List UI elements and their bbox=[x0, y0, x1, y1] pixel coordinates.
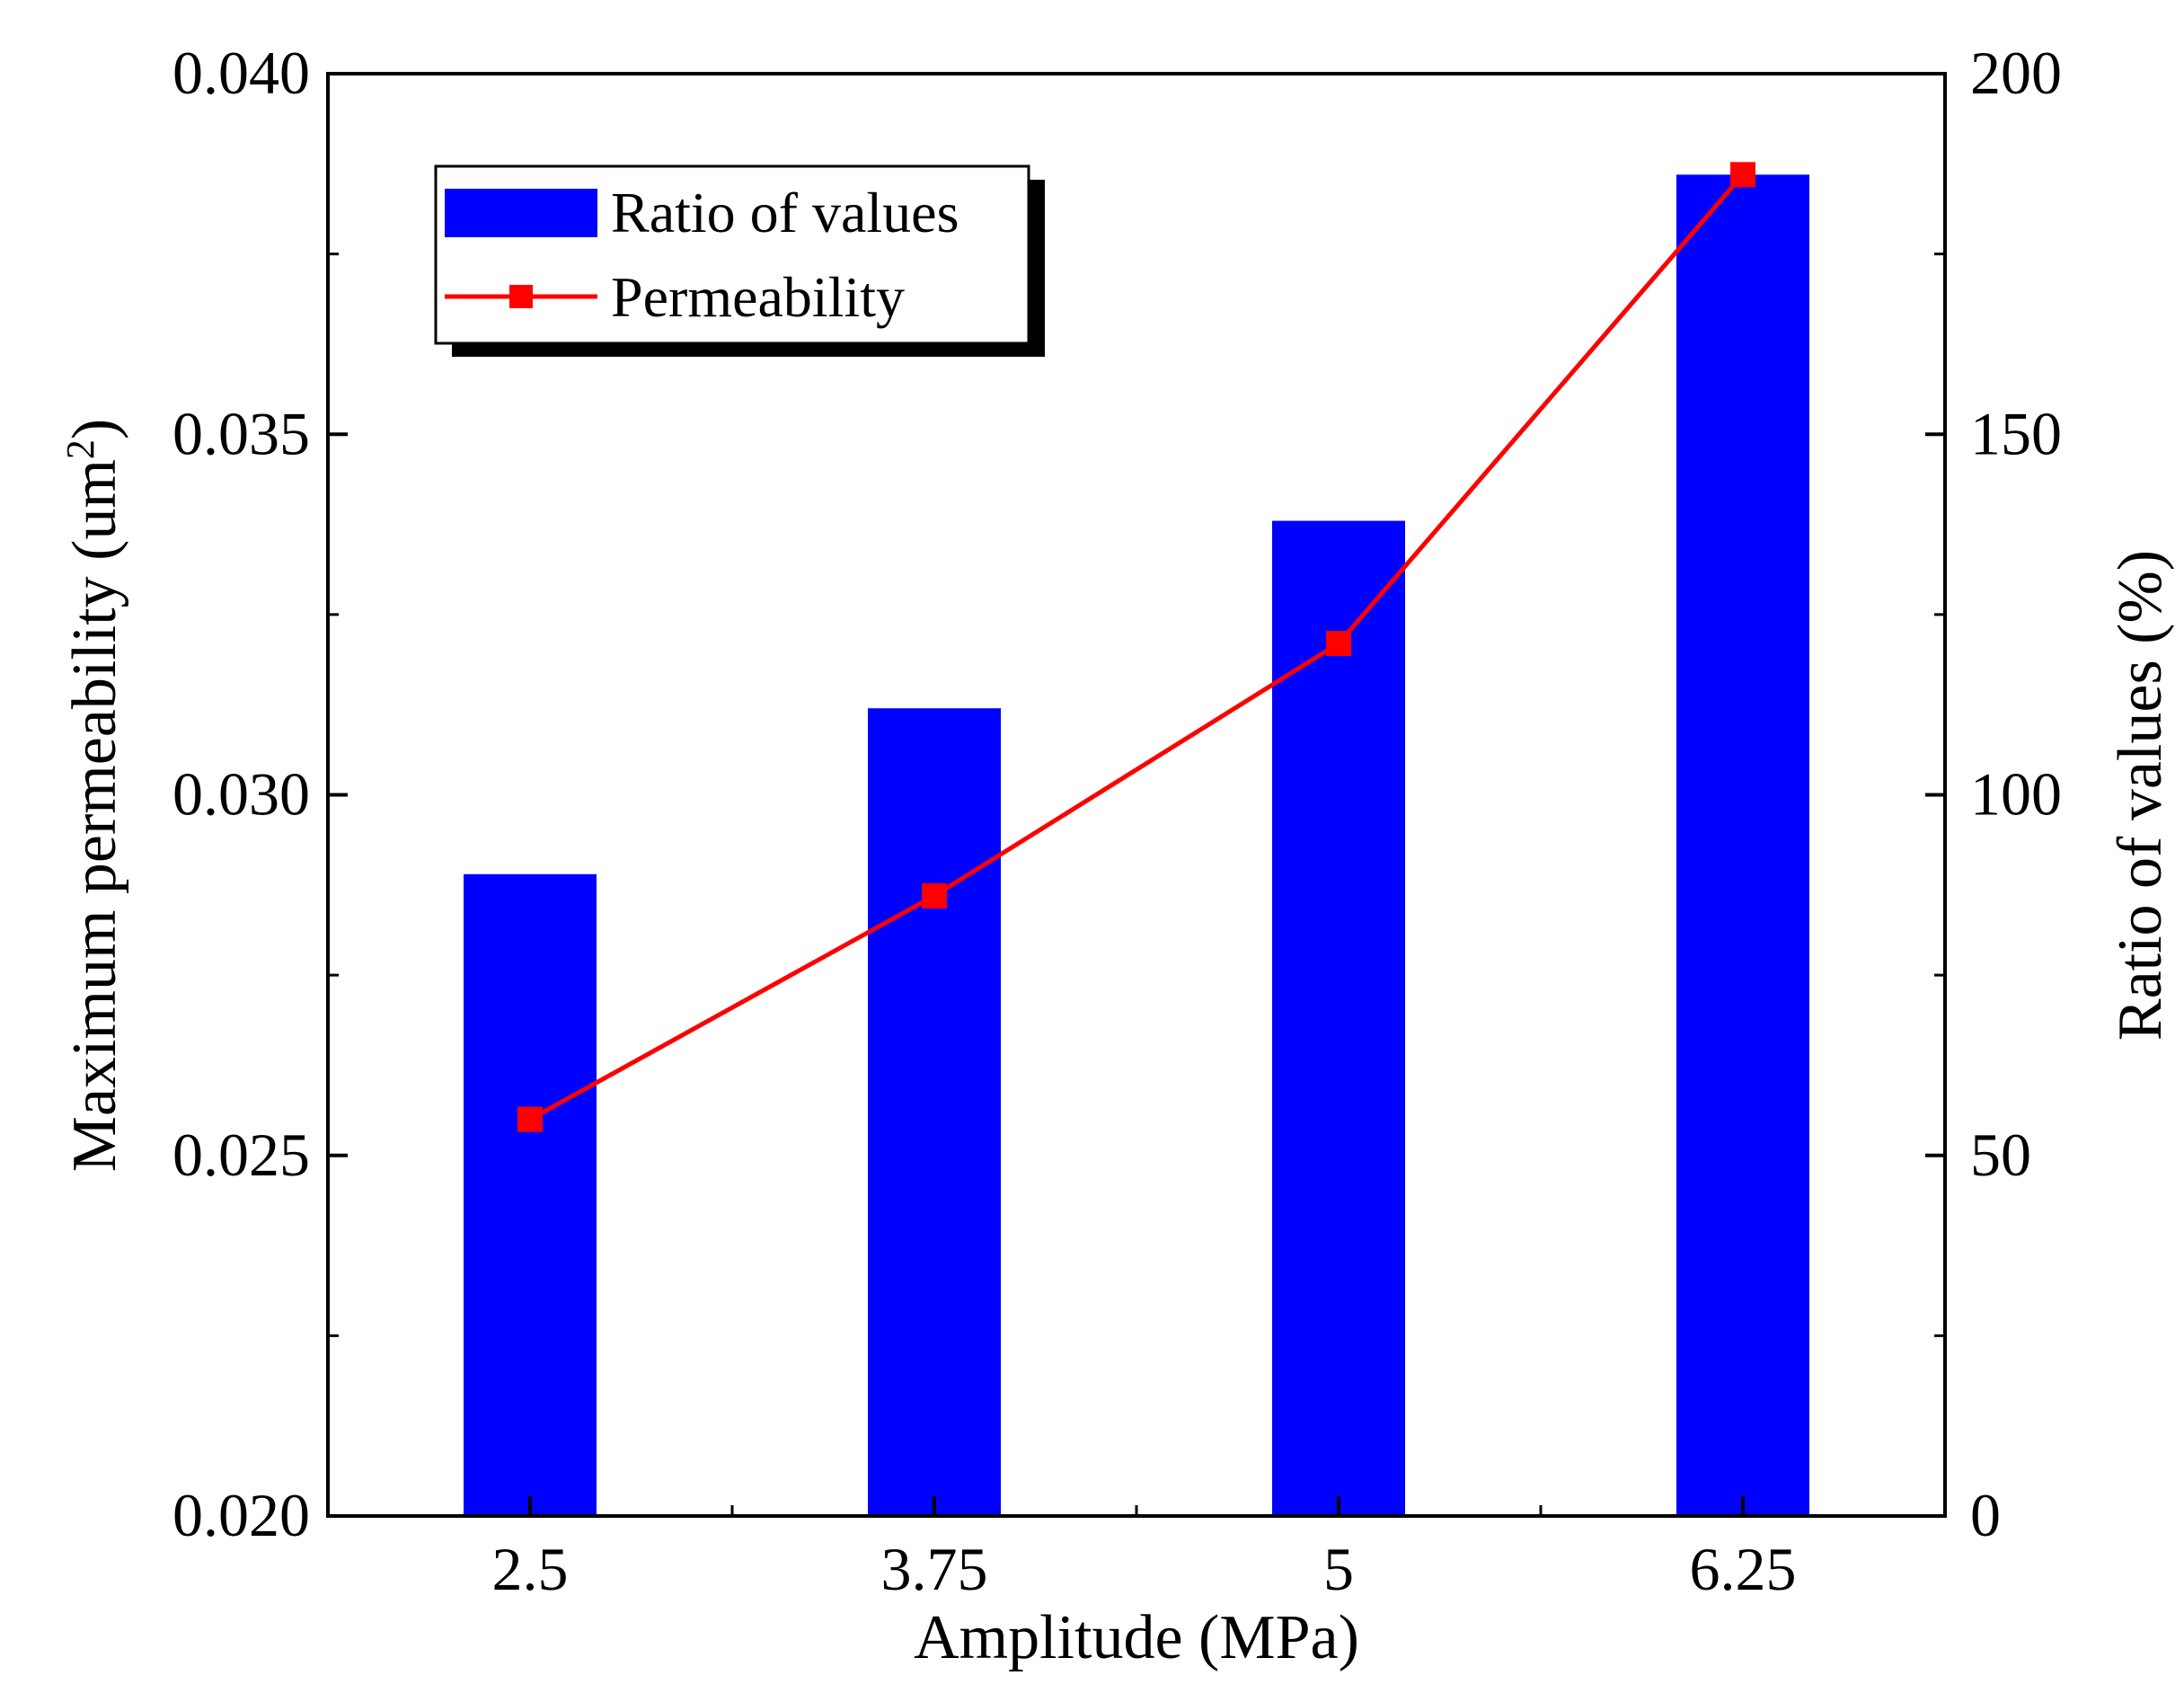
y-left-tick-label: 0.025 bbox=[172, 1121, 310, 1189]
x-tick-label: 5 bbox=[1323, 1535, 1354, 1603]
y-right-tick-label: 150 bbox=[1970, 399, 2062, 467]
y-axis-left-title-end: ) bbox=[60, 419, 129, 439]
y-axis-left-title-sup: 2 bbox=[58, 439, 102, 459]
x-tick-label: 6.25 bbox=[1690, 1535, 1797, 1603]
y-left-tick-label: 0.020 bbox=[172, 1481, 310, 1549]
x-tick-label: 2.5 bbox=[492, 1535, 569, 1603]
permeability-point-3-75 bbox=[922, 882, 947, 909]
bar-2-5 bbox=[464, 873, 597, 1516]
y-right-tick-label: 200 bbox=[1970, 39, 2062, 107]
line-series-permeability bbox=[517, 162, 1755, 1132]
y-axis-left-title: Maximum permeability (um2) bbox=[58, 419, 130, 1173]
legend: Ratio of values Permeability bbox=[434, 164, 1045, 357]
y-right-tick-label: 0 bbox=[1970, 1481, 2001, 1549]
permeability-point-5 bbox=[1326, 630, 1351, 656]
y-left-tick-label: 0.030 bbox=[172, 760, 310, 829]
y-left-tick-label: 0.040 bbox=[172, 39, 310, 107]
y-axis-right-title: Ratio of values (%) bbox=[2106, 550, 2175, 1041]
x-axis-title: Amplitude (MPa) bbox=[914, 1603, 1359, 1672]
y-right-tick-label: 50 bbox=[1970, 1121, 2031, 1189]
bar-3-75 bbox=[868, 708, 1001, 1516]
bar-6-25 bbox=[1676, 174, 1809, 1517]
permeability-line bbox=[528, 173, 1745, 1121]
permeability-point-2-5 bbox=[517, 1106, 543, 1132]
legend-swatch-marker bbox=[509, 285, 533, 308]
x-tick-label: 3.75 bbox=[881, 1535, 988, 1603]
y-right-tick-label: 100 bbox=[1970, 760, 2062, 829]
y-axis-left-title-main: Maximum permeability (um bbox=[60, 459, 129, 1172]
axis-ticks bbox=[328, 72, 1945, 1518]
legend-label-ratio: Ratio of values bbox=[611, 181, 959, 244]
y-left-tick-label: 0.035 bbox=[172, 399, 310, 467]
axis-tick-labels: 0.020 0.025 0.030 0.035 0.040 0 50 100 150 200 2.5… bbox=[172, 39, 2062, 1603]
bar-5 bbox=[1272, 520, 1405, 1516]
bar-series-ratio bbox=[464, 174, 1809, 1517]
permeability-point-6-25 bbox=[1730, 162, 1755, 188]
legend-label-permeability: Permeability bbox=[611, 265, 905, 329]
legend-swatch-bar bbox=[445, 189, 597, 237]
